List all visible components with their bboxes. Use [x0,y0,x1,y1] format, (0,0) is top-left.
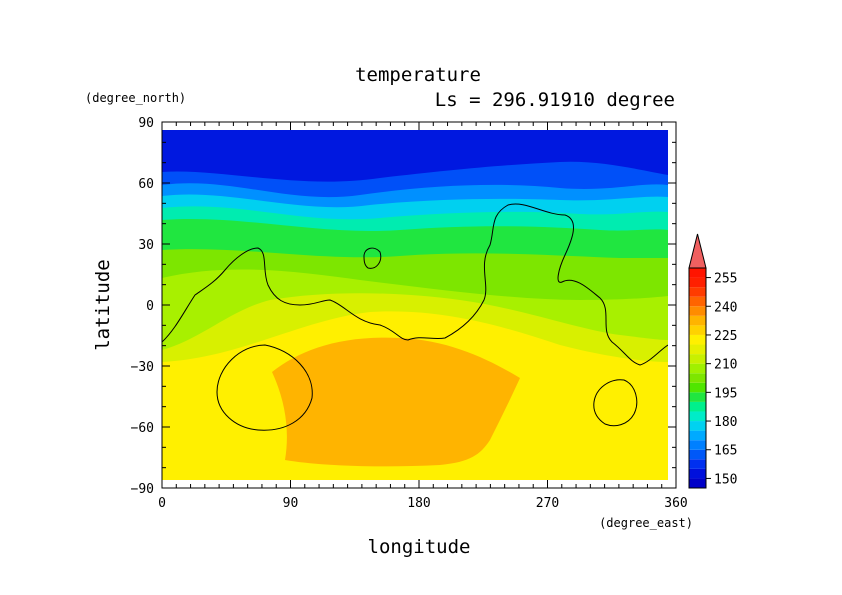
x-tick-label: 180 [407,496,430,511]
colorbar-swatch [689,392,706,402]
chart-title: temperature [355,64,481,86]
colorbar-swatch [689,411,706,422]
colorbar-swatch [689,287,706,297]
colorbar-swatch [689,296,706,307]
colorbar-swatch [689,363,706,374]
x-tick-label: 0 [158,496,166,511]
y-tick-label: −90 [131,482,154,497]
colorbar-swatch [689,478,706,488]
colorbar-swatch [689,468,706,479]
colorbar-swatch [689,373,706,383]
axis-ticks [161,121,677,489]
colorbar-label: 255 [714,272,737,287]
y-tick-label: −30 [131,360,154,375]
band-orange [272,337,520,467]
colorbar: 150 165 180 195 210 225 240 255 [688,233,737,489]
colorbar-swatch [689,449,706,460]
contour-line [216,344,313,431]
colorbar-swatch [689,401,706,412]
colorbar-label: 240 [714,300,737,315]
colorbar-label: 165 [714,444,737,459]
colorbar-swatch [689,344,706,355]
colorbar-frame [688,267,707,489]
band-lime-patch [182,323,196,334]
colorbar-label: 195 [714,386,737,401]
temperature-field [162,130,668,480]
y-tick-label: 30 [138,238,154,253]
colorbar-label: 180 [714,415,737,430]
colorbar-swatch [689,382,706,393]
contour-line [593,379,638,427]
colorbar-swatch [689,440,706,450]
y-tick-label: 60 [138,177,154,192]
colorbar-swatch [689,315,706,326]
colorbar-swatch [689,268,706,278]
colorbar-extension [688,233,707,269]
x-unit-label: (degree_east) [599,516,693,530]
x-tick-label: 270 [536,496,559,511]
colorbar-label: 150 [714,472,737,487]
y-tick-label: 90 [138,116,154,131]
y-tick-label: −60 [131,421,154,436]
colorbar-swatch [689,334,706,345]
y-axis-label: latitude [92,259,114,351]
colorbar-swatch [689,354,706,364]
colorbar-swatch [689,277,706,288]
colorbar-label: 210 [714,358,737,373]
contour-line [162,203,668,366]
x-tick-label: 90 [283,496,299,511]
x-tick-label: 360 [664,496,687,511]
contour-line [363,247,382,269]
y-unit-label: (degree_north) [85,91,186,105]
tick-labels: 0 90 180 270 360 90 60 30 0 −30 −60 −90 [131,116,688,511]
colorbar-swatch [689,306,706,316]
colorbar-label: 225 [714,329,737,344]
chart-subtitle: Ls = 296.91910 degree [435,89,675,111]
colorbar-swatch [689,325,706,335]
y-tick-label: 0 [146,299,154,314]
colorbar-swatch [689,430,706,441]
colorbar-swatch [689,421,706,431]
x-axis-label: longitude [368,536,471,558]
topography-contours [162,203,668,431]
colorbar-swatch [689,459,706,469]
